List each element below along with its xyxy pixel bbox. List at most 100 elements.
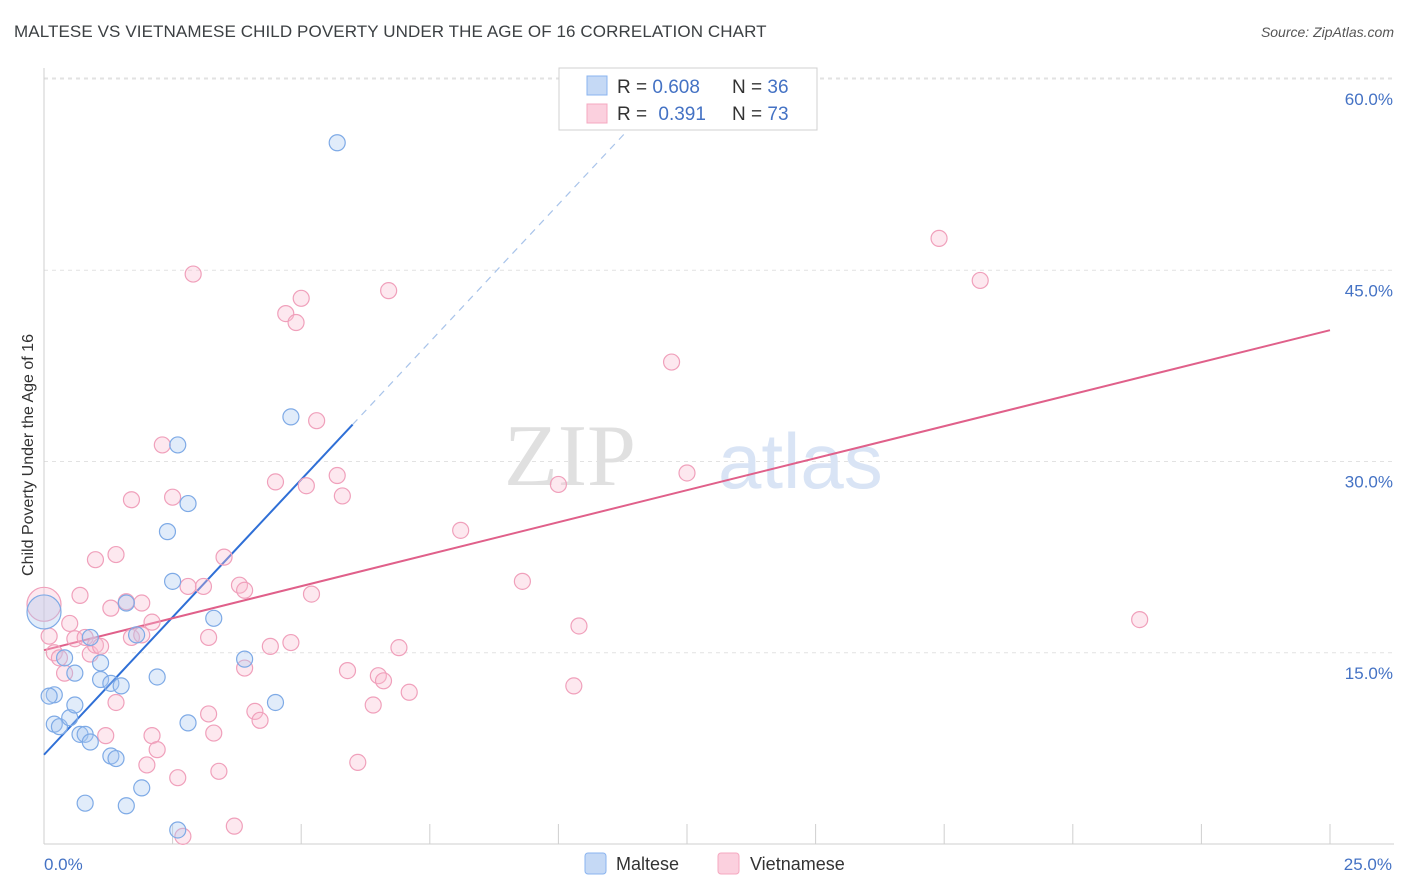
point-vietnamese-37 [215,548,233,566]
y-tick-label-0: 15.0% [1345,664,1393,683]
y-axis-label: Child Poverty Under the Age of 16 [20,334,37,576]
point-vietnamese-7 [71,586,89,604]
point-maltese-12 [81,628,99,647]
point-vietnamese-41 [236,659,254,677]
point-maltese-28 [179,714,197,732]
point-vietnamese-70 [930,229,948,247]
point-maltese-5 [61,709,79,727]
point-maltese-22 [133,779,151,797]
point-vietnamese-47 [282,633,300,652]
point-vietnamese-55 [338,661,357,680]
point-vietnamese-38 [225,817,243,835]
point-vietnamese-57 [364,696,382,714]
point-maltese-33 [282,408,300,426]
point-vietnamese-48 [287,313,305,332]
point-vietnamese-27 [164,488,182,506]
point-maltese-14 [91,670,110,689]
legend-n-value-0: 36 [767,77,788,98]
point-maltese-21 [127,626,146,644]
point-vietnamese-3 [50,649,69,667]
legend-r-label-1: R = [617,104,652,125]
point-vietnamese-64 [513,572,531,590]
point-vietnamese-56 [349,753,367,772]
point-vietnamese-63 [452,521,470,539]
legend-swatch-maltese [586,75,608,96]
trend-line-maltese-extension [352,121,636,425]
point-vietnamese-21 [133,594,151,612]
svg-text:N = 36: N = 36 [732,77,789,98]
point-maltese-24 [158,523,177,541]
point-maltese-7 [66,696,84,714]
point-vietnamese-67 [570,617,588,635]
x-tick-label-min: 0.0% [44,855,83,874]
point-maltese-31 [236,650,254,668]
point-vietnamese-16 [107,693,125,712]
point-vietnamese-53 [328,466,346,485]
point-vietnamese-62 [400,683,418,701]
point-maltese-18 [112,677,130,695]
bottom-legend-label-maltese: Maltese [616,854,679,874]
point-vietnamese-61 [390,639,408,657]
point-maltese-26 [169,821,187,839]
point-maltese-4 [55,649,74,667]
point-vietnamese-22 [138,756,156,774]
point-vietnamese-42 [246,702,264,721]
point-maltese-9 [76,794,94,812]
point-maltese-0 [26,594,62,630]
point-vietnamese-1 [40,627,58,645]
point-vietnamese-20 [133,626,151,644]
point-vietnamese-34 [200,628,218,647]
trend-line-vietnamese [43,329,1331,652]
point-vietnamese-13 [97,727,115,745]
chart-source: Source: ZipAtlas.com [1260,24,1394,40]
bottom-legend-swatch-vietnamese [717,852,740,875]
legend-n-label-1: N = [732,104,767,125]
point-vietnamese-2 [45,644,63,662]
point-vietnamese-58 [369,667,387,685]
point-vietnamese-54 [333,487,351,505]
point-maltese-17 [107,749,125,768]
point-maltese-11 [81,733,99,751]
legend-swatch-vietnamese [586,103,608,124]
watermark-zip: ZIP [504,408,636,505]
y-tick-label-1: 30.0% [1345,473,1393,492]
point-vietnamese-39 [230,576,249,594]
point-vietnamese-15 [107,545,125,564]
point-vietnamese-30 [179,577,197,596]
bottom-legend-swatch-maltese [584,852,607,875]
point-vietnamese-43 [251,711,269,729]
point-vietnamese-45 [266,473,285,491]
point-vietnamese-5 [61,614,79,633]
chart-title: MALTESE VS VIETNAMESE CHILD POVERTY UNDE… [14,22,767,41]
point-vietnamese-36 [210,762,228,780]
legend-n-value-1: 73 [767,104,788,125]
point-maltese-34 [328,134,346,152]
point-vietnamese-65 [549,475,568,494]
data-points [26,134,1149,845]
x-tick-labels: 0.0% 25.0% [44,855,1392,874]
point-maltese-35 [40,687,58,705]
point-vietnamese-59 [374,672,393,690]
point-vietnamese-68 [662,353,681,371]
point-vietnamese-31 [184,265,202,283]
point-vietnamese-0 [26,586,62,622]
point-maltese-6 [66,664,84,682]
point-vietnamese-26 [153,436,171,454]
point-vietnamese-51 [302,585,321,603]
point-vietnamese-11 [86,551,105,569]
x-tick-label-max: 25.0% [1344,855,1392,874]
point-vietnamese-14 [102,599,120,617]
bottom-legend: Maltese Vietnamese [584,852,845,875]
point-maltese-20 [117,797,135,815]
svg-text:N = 73: N = 73 [732,104,789,125]
point-maltese-29 [179,494,197,513]
legend-r-value-1: 0.391 [658,104,706,125]
point-vietnamese-24 [143,613,161,631]
axes [43,68,1394,845]
point-vietnamese-32 [194,577,213,596]
bottom-legend-label-vietnamese: Vietnamese [750,854,845,874]
point-vietnamese-50 [297,477,315,495]
svg-text:R = 0.391: R = 0.391 [617,104,706,125]
point-vietnamese-71 [971,271,989,290]
point-maltese-32 [266,693,285,712]
